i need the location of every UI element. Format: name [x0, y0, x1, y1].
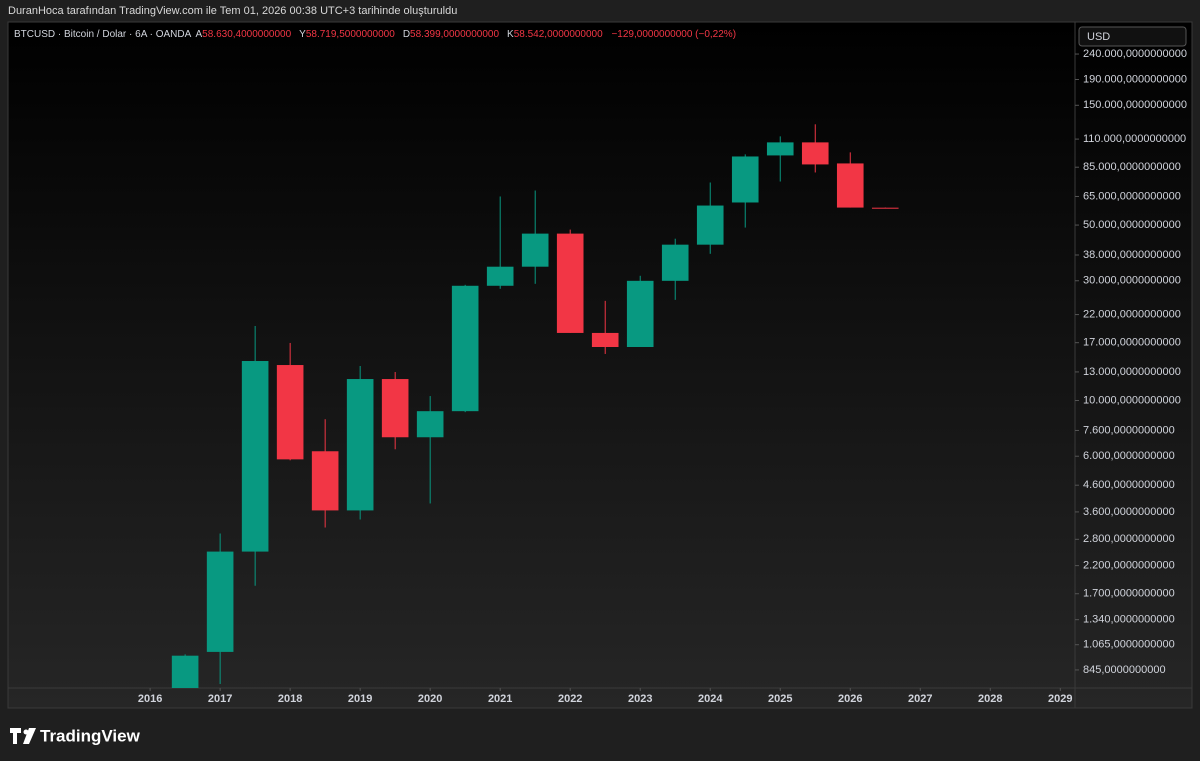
legend: BTCUSD · Bitcoin / Dolar · 6A · OANDA A5…: [14, 29, 742, 40]
ohlc-value: 58.630,4000000000: [202, 29, 292, 40]
x-tick-label: 2027: [908, 693, 932, 705]
y-tick-label: 38.000,0000000000: [1083, 249, 1181, 261]
x-tick-label: 2026: [838, 693, 862, 705]
y-tick-label: 845,0000000000: [1083, 664, 1166, 676]
y-tick-label: 1.065,0000000000: [1083, 639, 1175, 651]
candle-body: [556, 233, 584, 333]
y-tick-label: 2.800,0000000000: [1083, 533, 1175, 545]
symbol: BTCUSD · Bitcoin / Dolar · 6A · OANDA: [14, 29, 191, 40]
y-tick-label: 30.000,0000000000: [1083, 275, 1181, 287]
y-tick-label: 190.000,0000000000: [1083, 73, 1187, 85]
candle-body: [661, 244, 689, 281]
x-tick-label: 2029: [1048, 693, 1072, 705]
x-tick-label: 2016: [138, 693, 162, 705]
candle-body: [381, 379, 409, 438]
candle-body: [346, 379, 374, 511]
y-tick-label: 22.000,0000000000: [1083, 308, 1181, 320]
y-tick-label: 2.200,0000000000: [1083, 560, 1175, 572]
y-tick-label: 1.340,0000000000: [1083, 614, 1175, 626]
y-tick-label: 10.000,0000000000: [1083, 394, 1181, 406]
candle-body: [731, 156, 759, 203]
y-tick-label: 6.000,0000000000: [1083, 450, 1175, 462]
y-tick-label: 3.600,0000000000: [1083, 506, 1175, 518]
candle-body: [451, 285, 479, 412]
candle-body: [696, 205, 724, 245]
candle-body: [521, 233, 549, 267]
x-tick-label: 2024: [698, 693, 723, 705]
y-tick-label: 1.700,0000000000: [1083, 588, 1175, 600]
x-tick-label: 2022: [558, 693, 582, 705]
ohlc-key: Y: [299, 29, 306, 40]
candle-body: [836, 163, 864, 208]
x-tick-label: 2020: [418, 693, 442, 705]
x-tick-label: 2018: [278, 693, 302, 705]
ohlc-key: D: [402, 29, 411, 40]
candle-body: [801, 142, 829, 165]
change: −129,0000000000 (−0,22%): [611, 29, 737, 40]
attribution: DuranHoca tarafından TradingView.com ile…: [8, 5, 458, 17]
y-tick-label: 110.000,0000000000: [1083, 133, 1186, 145]
ohlc-value: 58.542,0000000000: [513, 29, 603, 40]
y-tick-label: 150.000,0000000000: [1083, 99, 1187, 111]
candle-body: [871, 207, 899, 209]
candle-body: [276, 365, 304, 460]
y-tick-label: 65.000,0000000000: [1083, 190, 1181, 202]
ohlc-key: K: [507, 29, 514, 40]
currency-label: USD: [1087, 31, 1110, 43]
candle-body: [241, 361, 269, 552]
y-tick-label: 4.600,0000000000: [1083, 479, 1175, 491]
x-tick-label: 2023: [628, 693, 652, 705]
x-tick-label: 2021: [488, 693, 512, 705]
y-tick-label: 13.000,0000000000: [1083, 366, 1181, 378]
chart-panel: [7, 21, 1193, 709]
candle-body: [311, 451, 339, 511]
plot-area: [171, 124, 899, 688]
x-tick-label: 2019: [348, 693, 372, 705]
x-tick-label: 2017: [208, 693, 232, 705]
x-tick-label: 2025: [768, 693, 792, 705]
candle-body: [591, 332, 619, 347]
candle-body: [416, 411, 444, 438]
x-tick-label: 2028: [978, 693, 1002, 705]
y-tick-label: 240.000,0000000000: [1083, 48, 1187, 60]
y-tick-label: 50.000,0000000000: [1083, 219, 1181, 231]
currency-box[interactable]: [1078, 26, 1187, 47]
candle-body: [206, 551, 234, 652]
ohlc: A58.630,4000000000 Y58.719,5000000000 D58.…: [194, 29, 609, 40]
y-tick-label: 17.000,0000000000: [1083, 337, 1181, 349]
ohlc-key: A: [195, 29, 203, 40]
candle-body: [171, 655, 199, 688]
ohlc-value: 58.399,0000000000: [410, 29, 500, 40]
y-tick-label: 7.600,0000000000: [1083, 424, 1175, 436]
candle-body: [486, 266, 514, 286]
y-tick-label: 85.000,0000000000: [1083, 161, 1181, 173]
candle-body: [626, 280, 654, 347]
logo: [10, 728, 36, 744]
brand: TradingView: [40, 726, 141, 745]
ohlc-value: 58.719,5000000000: [305, 29, 395, 40]
candle-body: [766, 142, 794, 156]
